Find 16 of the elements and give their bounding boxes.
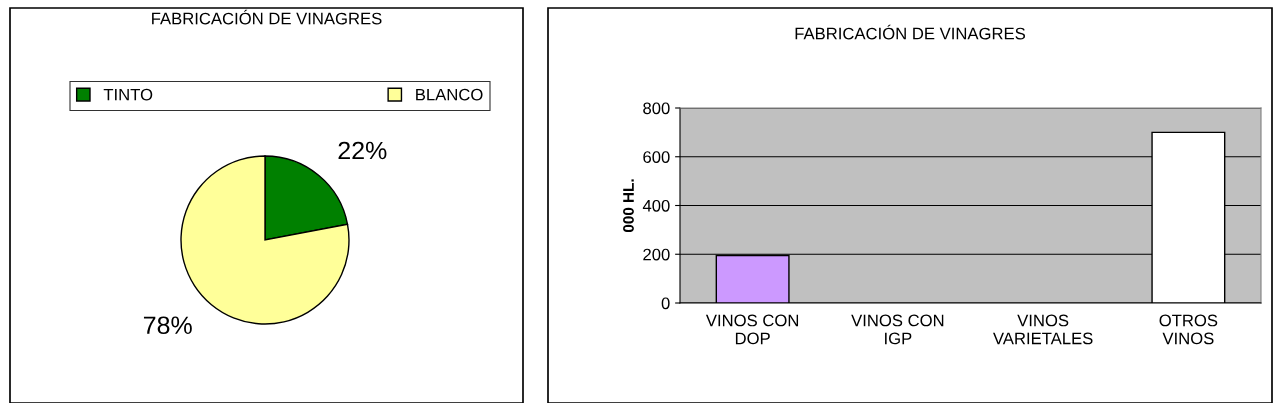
chart-title: FABRICACIÓN DE VINAGRES bbox=[152, 9, 382, 25]
x-tick-label: VINOS CON DOP bbox=[705, 314, 799, 345]
x-tick-label: VINOS VARIETALES bbox=[993, 314, 1093, 345]
x-tick-label: VINOS CON IGP bbox=[851, 314, 944, 345]
legend-label: BLANCO bbox=[416, 88, 483, 101]
legend-label: TINTO bbox=[103, 88, 153, 101]
y-axis-title: 000 HL. bbox=[623, 179, 634, 233]
y-tick-label: 0 bbox=[661, 297, 670, 310]
y-tick-label: 200 bbox=[643, 248, 670, 261]
data-label: 22% bbox=[338, 141, 387, 160]
data-label: 78% bbox=[143, 316, 192, 335]
x-tick-label: OTROS VINOS bbox=[1159, 314, 1218, 345]
chart-title: FABRICACIÓN DE VINAGRES bbox=[795, 24, 1025, 40]
y-tick-label: 600 bbox=[643, 151, 670, 163]
y-tick-label: 400 bbox=[642, 199, 670, 212]
y-tick-label: 800 bbox=[643, 102, 670, 115]
